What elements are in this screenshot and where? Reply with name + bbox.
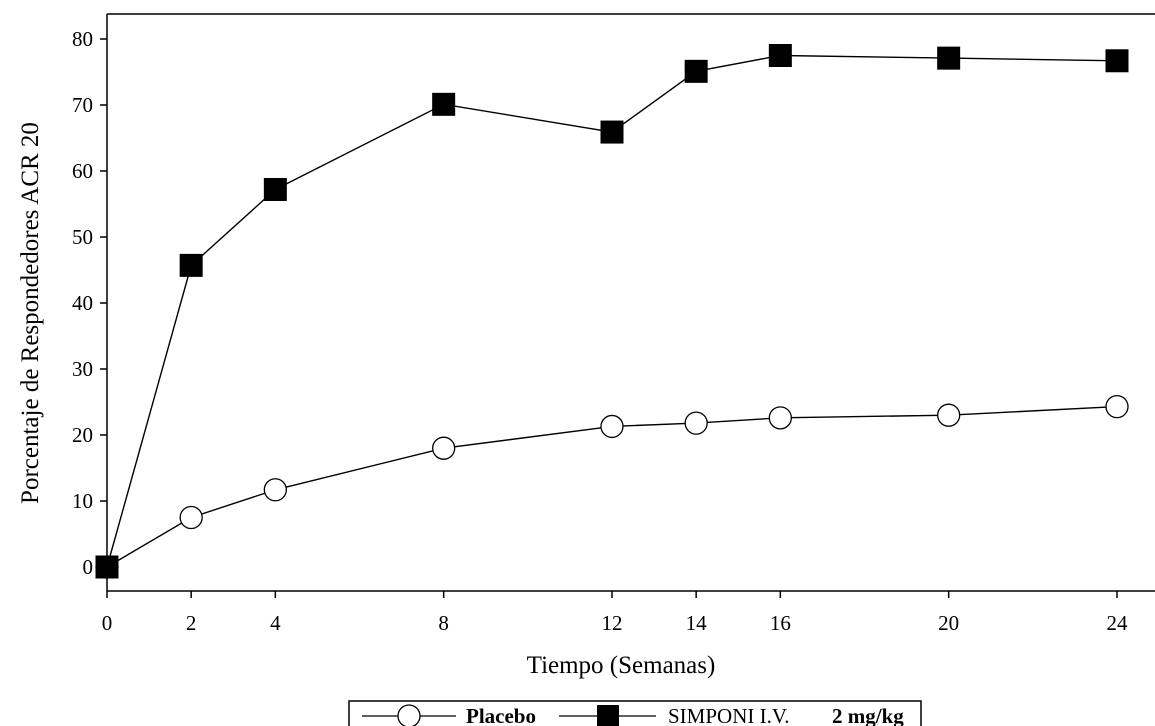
legend: Placebo SIMPONI I.V. 2 mg/kg	[348, 700, 922, 726]
placebo-point	[179, 505, 203, 530]
simponi-point	[95, 555, 119, 579]
placebo-point	[937, 403, 961, 427]
y-tick-label: 60	[72, 159, 93, 183]
x-axis-title: Tiempo (Semanas)	[527, 652, 716, 679]
y-tick-label: 80	[72, 27, 93, 51]
legend-box	[348, 700, 922, 726]
simponi-point	[684, 59, 708, 83]
x-tick-label: 20	[938, 611, 959, 635]
x-tick-label: 4	[270, 611, 281, 635]
x-tick-label: 0	[102, 611, 113, 635]
legend-simponi-label: SIMPONI I.V.	[668, 704, 790, 726]
y-tick-group: 0 10 20 30 40 50 60 70 80	[72, 27, 107, 579]
y-tick-label: 30	[72, 357, 93, 381]
x-tick-label: 14	[686, 611, 708, 635]
axes	[106, 13, 1155, 592]
y-tick-label: 40	[72, 291, 93, 315]
y-tick-label: 0	[83, 555, 94, 579]
y-tick-label: 50	[72, 225, 93, 249]
y-tick-label: 70	[72, 93, 93, 117]
y-axis-title: Porcentaje de Respondedores ACR 20	[17, 122, 44, 504]
x-tick-label: 2	[186, 611, 197, 635]
x-tick-label: 8	[438, 611, 449, 635]
simponi-point	[263, 177, 287, 201]
legend-placebo-marker	[397, 704, 421, 726]
placebo-point	[684, 411, 708, 435]
x-tick-label: 16	[770, 611, 791, 635]
simponi-point	[768, 44, 792, 67]
simponi-point	[1105, 49, 1129, 73]
legend-placebo-label: Placebo	[466, 704, 536, 726]
x-tick-label: 24	[1107, 611, 1129, 635]
placebo-point	[1105, 394, 1129, 419]
simponi-point	[600, 120, 624, 144]
y-tick-label: 10	[72, 489, 93, 513]
x-tick-group: 0 2 4 8 12 14 16 20 24	[102, 591, 1128, 635]
series-markers	[95, 44, 1129, 579]
placebo-point	[432, 436, 456, 460]
legend-simponi-dose: 2 mg/kg	[832, 704, 904, 726]
placebo-point	[768, 406, 792, 430]
simponi-point	[179, 253, 203, 277]
simponi-point	[937, 46, 961, 70]
placebo-point	[263, 478, 287, 502]
simponi-point	[432, 92, 456, 116]
x-tick-label: 12	[602, 611, 623, 635]
legend-simponi-marker	[597, 705, 619, 726]
y-tick-label: 20	[72, 423, 93, 447]
placebo-point	[600, 414, 624, 439]
